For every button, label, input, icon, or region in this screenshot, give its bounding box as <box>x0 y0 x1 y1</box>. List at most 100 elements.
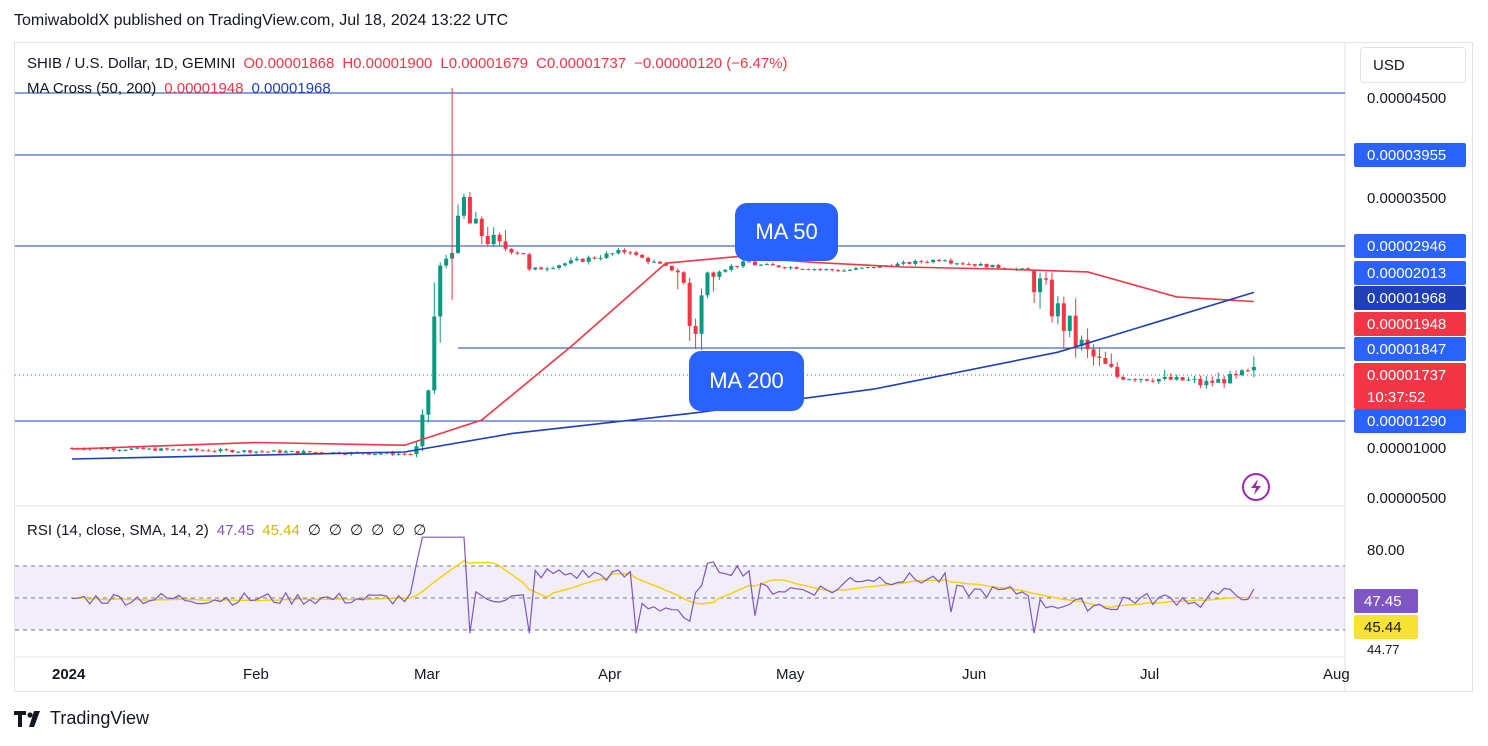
candle-body <box>307 451 312 453</box>
candle-body <box>1156 378 1161 382</box>
legend-rsi-label: RSI (14, close, SMA, 14, 2) <box>27 522 209 539</box>
candle-body <box>782 267 787 269</box>
candle-body <box>420 414 425 447</box>
time-axis-label: Feb <box>243 666 269 683</box>
price-label-text: 0.00001737 <box>1367 367 1446 384</box>
candle-body <box>1245 370 1250 372</box>
legend-low: L0.00001679 <box>440 55 528 72</box>
candle-body <box>343 453 348 455</box>
candle-body <box>640 254 645 258</box>
candle-body <box>533 267 538 270</box>
candle-body <box>396 453 401 455</box>
candle-body <box>723 269 728 272</box>
candle-body <box>1180 377 1185 381</box>
legend-rsi-extra: ∅ <box>371 522 385 539</box>
ma200-annotation: MA 200 <box>689 351 804 411</box>
candle-body <box>948 260 953 264</box>
candle-body <box>527 254 532 270</box>
candle-body <box>1127 379 1132 381</box>
candle-body <box>877 265 882 268</box>
candle-body <box>687 282 692 326</box>
legend-rsi-extra: ∅ <box>413 522 427 539</box>
candle-body <box>521 253 526 255</box>
candle-body <box>705 272 710 296</box>
candle-body <box>473 218 478 224</box>
candle-body <box>729 265 734 270</box>
candle-body <box>170 449 175 451</box>
time-axis-label: 2024 <box>52 666 86 683</box>
rsi-line <box>71 536 1255 634</box>
candle-body <box>1228 373 1233 384</box>
candle-body <box>479 218 484 236</box>
candle-body <box>853 268 858 270</box>
price-label-text: 0.00001847 <box>1367 341 1446 358</box>
candle-body <box>265 451 270 453</box>
candle-body <box>1109 363 1114 367</box>
candle-body <box>657 261 662 264</box>
candle-body <box>497 234 502 242</box>
candle-body <box>218 449 223 452</box>
legend-rsi: RSI (14, close, SMA, 14, 2) 47.45 45.44 ∅ ∅ ∅… <box>27 521 434 539</box>
candle-body <box>1192 378 1197 380</box>
candle-body <box>1216 379 1221 383</box>
price-label-badge <box>1354 337 1466 361</box>
lightning-icon[interactable] <box>1240 471 1272 503</box>
candle-body <box>764 264 769 266</box>
legend-rsi-extra: ∅ <box>350 522 364 539</box>
candle-body <box>402 453 407 455</box>
candle-body <box>717 271 722 277</box>
candle-body <box>105 448 110 450</box>
candle-body <box>984 263 989 268</box>
currency-button[interactable]: USD <box>1360 47 1466 83</box>
rsi-label-badge <box>1354 589 1418 613</box>
candle-body <box>295 450 300 454</box>
rsi-label-text: 47.45 <box>1364 593 1402 610</box>
ma-line <box>71 255 1254 450</box>
candle-body <box>800 268 805 270</box>
legend-rsi-extra: ∅ <box>392 522 406 539</box>
tradingview-icon <box>14 710 40 727</box>
candle-body <box>503 241 508 249</box>
candle-body <box>1186 379 1191 381</box>
price-axis-tick: 0.00001000 <box>1367 440 1446 457</box>
candle-body <box>378 453 383 455</box>
candle-body <box>735 265 740 267</box>
candle-body <box>206 450 211 452</box>
candle-body <box>616 250 621 254</box>
candle-body <box>147 448 152 450</box>
price-label-badge <box>1354 286 1466 310</box>
legend-rsi-value: 47.45 <box>216 522 255 539</box>
candle-body <box>1091 349 1096 357</box>
candle-body <box>556 265 561 268</box>
candle-body <box>699 295 704 334</box>
candle-body <box>117 449 122 451</box>
price-label-text: 0.00003955 <box>1367 147 1446 164</box>
tradingview-logo[interactable]: TradingView <box>14 708 149 729</box>
candle-body <box>776 265 781 268</box>
candle-body <box>806 269 811 271</box>
candle-body <box>693 325 698 334</box>
rsi-axis-tick: 80.00 <box>1367 542 1405 559</box>
candle-body <box>372 453 377 455</box>
candle-body <box>277 450 282 453</box>
brand-name: TradingView <box>50 708 150 728</box>
price-axis-tick: 0.00004500 <box>1367 90 1446 107</box>
candle-body <box>812 269 817 271</box>
candle-body <box>675 270 680 273</box>
candle-body <box>135 447 140 449</box>
candle-body <box>1061 303 1066 331</box>
candle-body <box>456 215 461 253</box>
candle-body <box>313 452 318 454</box>
candle-body <box>129 448 134 450</box>
candle-body <box>646 257 651 263</box>
price-label-text: 0.00002946 <box>1367 238 1446 255</box>
price-label-badge <box>1354 363 1466 409</box>
candle-body <box>669 265 674 271</box>
candle-body <box>1162 376 1167 379</box>
candle-body <box>925 261 930 263</box>
candle-body <box>444 258 449 266</box>
candle-body <box>1097 356 1102 358</box>
legend-ma50-value: 0.00001948 <box>164 80 244 97</box>
candle-body <box>1079 339 1084 346</box>
